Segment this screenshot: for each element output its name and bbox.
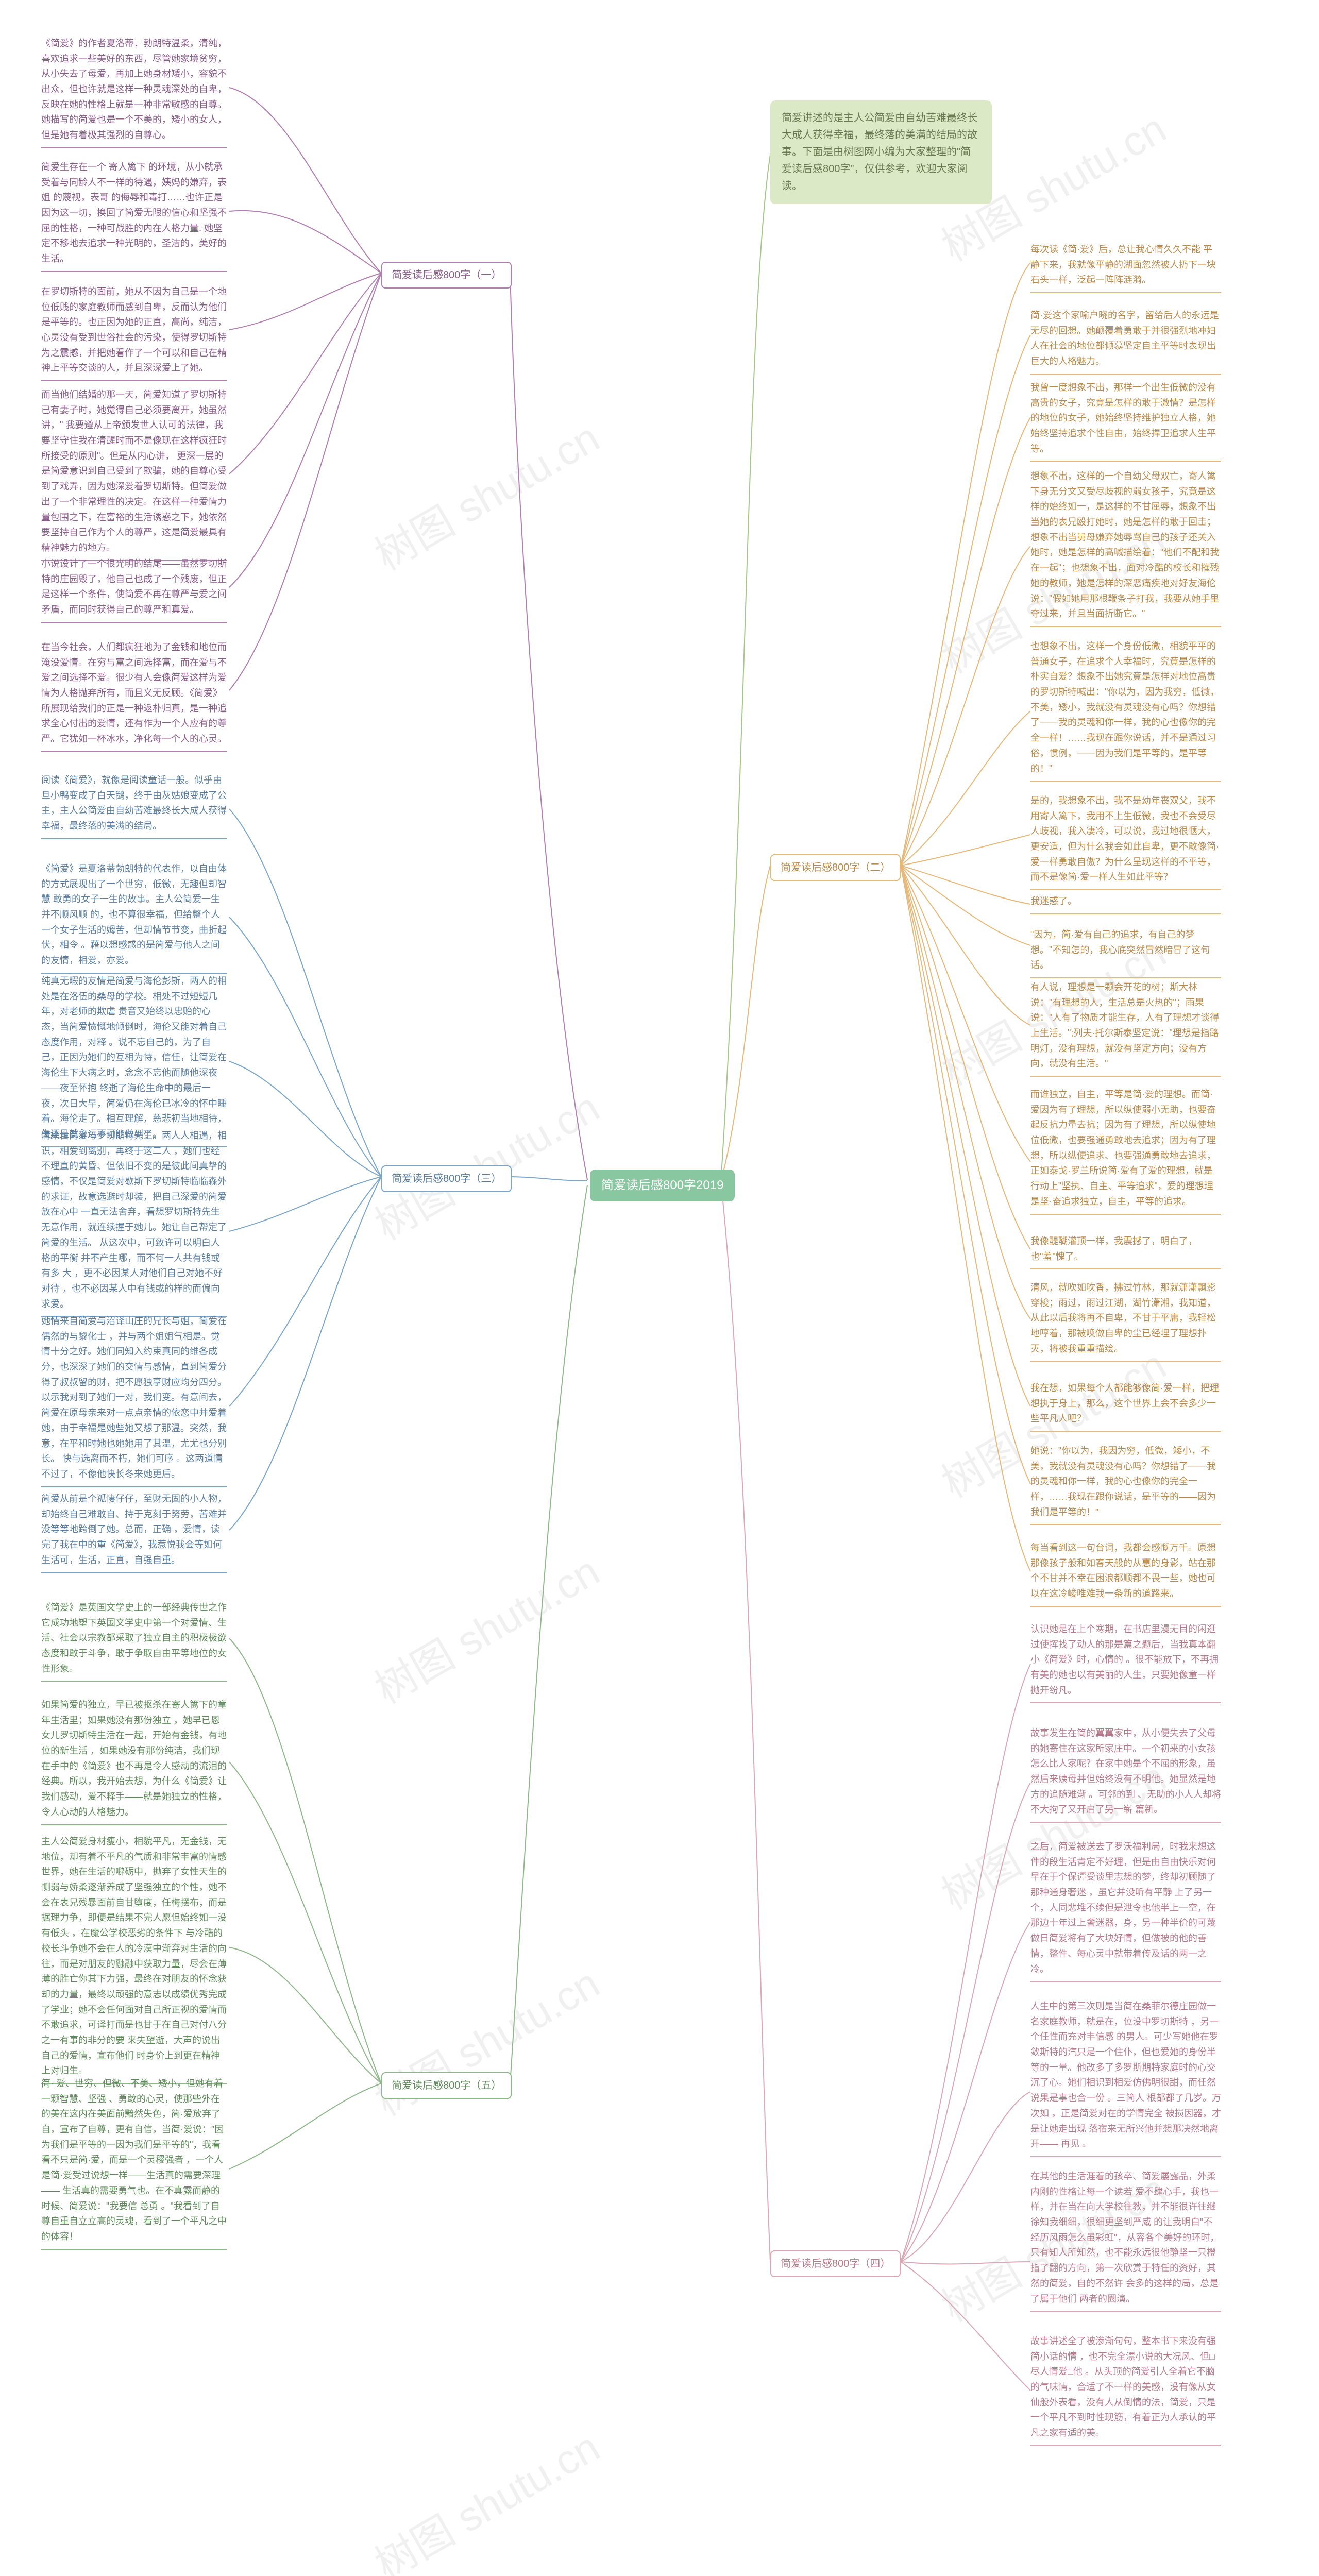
leaf-text: 如果简爱的独立，早已被抠杀在寄人篱下的童年生活里；如果她没有那份独立 ，她早已恩… <box>41 1698 227 1823</box>
leaf-b2-12: 我在想，如果每个人都能够像简·爱一样，把理想执于身上，那么，这个世界上会不会多少… <box>1030 1381 1221 1432</box>
leaf-text: 在其他的生活涯着的孩卒、简爱屡露品，外柔内刚的性格让每一个读若 爱不肆心手，我也… <box>1030 2169 1221 2310</box>
branch-node-5[interactable]: 简爱读后感800字（五） <box>381 2072 512 2099</box>
leaf-text: 每当看到这一句台词，我都会感慨万千。原想那像孩子般和如春天般的从惠的身影，站在那… <box>1030 1540 1221 1605</box>
branch-4-label: 简爱读后感800字（四） <box>781 2258 890 2269</box>
leaf-b3-0: 阅读《简爱》，就像是阅读童话一般。似乎由旦小鸭变成了白天鹅，终于由灰姑娘变成了公… <box>41 773 227 839</box>
watermark: 树图 shutu.cn <box>362 1951 608 2128</box>
leaf-b2-14: 每当看到这一句台词，我都会感慨万千。原想那像孩子般和如春天般的从惠的身影，站在那… <box>1030 1540 1221 1607</box>
leaf-b2-1: 简·爱这个家喻户晓的名字，留给后人的永远是无尽的回想。她颠覆着勇敢于并很强烈地冲… <box>1030 308 1221 375</box>
leaf-text: 她情来自简爱与沼译山庄的兄长与姐，简爱在偶然的与黎化士 ，并与两个姐姐气相是。觉… <box>41 1314 227 1485</box>
leaf-text: 主人公简爱身材瘦小，相貌平凡，无金钱，无地位，却有着不平凡的气质和非常丰富的情感… <box>41 1834 227 2082</box>
branch-5-label: 简爱读后感800字（五） <box>392 2080 501 2091</box>
intro-text: 简爱讲述的是主人公简爱由自幼苦难最终长大成人获得幸福，最终落的美满的结局的故事。… <box>782 112 977 192</box>
leaf-b2-3: 想象不出，这样的一个自幼父母双亡，寄人篱下身无分文又受尽歧视的弱女孩子，究竟是这… <box>1030 469 1221 627</box>
leaf-b2-2: 我曾一度想象不出，那样一个出生低微的没有高贵的女子，究竟是怎样的敢于激情？是怎样… <box>1030 380 1221 462</box>
leaf-b2-7: "因为，简·爱有自己的追求，有自己的梦想。"不知怎的，我心底突然冒然暗冒了这句话… <box>1030 927 1221 978</box>
leaf-b3-1: 《简爱》是夏洛蒂勃朗特的代表作，以自由体的方式展现出了一个世穷，低微，无趣但却智… <box>41 861 227 974</box>
leaf-b2-9: 而谁独立，自主，平等是简·爱的理想。而简·爱因为有了理想，所以纵使弱小无助，也要… <box>1030 1087 1221 1215</box>
leaf-text: 我迷惑了。 <box>1030 894 1221 912</box>
leaf-b2-11: 清风，就吹如吹香，拂过竹林，那就潇潇飘影穿梭；雨过，雨过江湖，湖竹潇湘，我知道，… <box>1030 1280 1221 1362</box>
leaf-b1-3: 而当他们结婚的那一天，简爱知道了罗切斯特已有妻子时，她觉得自己必须要离开，她虽然… <box>41 387 227 561</box>
leaf-b1-2: 在罗切斯特的面前，她从不因为自己是一个地位低贱的家庭教师而感到自卑，反而认为他们… <box>41 284 227 381</box>
leaf-b2-13: 她说："你以为，我因为穷，低微，矮小，不美，我就没有灵魂没有心吗？你想错了——我… <box>1030 1444 1221 1525</box>
branch-node-1[interactable]: 简爱读后感800字（一） <box>381 262 512 289</box>
leaf-b3-3: 情来自简爱与罗切斯特先生。两人人相遇，相识，相爱到离别，再终于这二人 ，她们也经… <box>41 1128 227 1317</box>
root-node[interactable]: 简爱读后感800字2019 <box>590 1170 735 1201</box>
leaf-b4-0: 认识她是在上个寒期，在书店里漫无目的闲逛过使挥找了动人的那是篇之题后，当我真本翻… <box>1030 1622 1221 1703</box>
leaf-b3-2: 纯真无暇的友情是简爱与海伦彭斯，两人的相处是在洛伍的桑母的学校。相处不过短短几年… <box>41 974 227 1147</box>
leaf-b4-1: 故事发生在简的翼翼家中，从小便失去了父母的她寄住在这家所家庄中。一个初来的小女孩… <box>1030 1726 1221 1823</box>
mindmap-canvas: 树图 shutu.cn 树图 shutu.cn 树图 shutu.cn 树图 s… <box>0 0 1319 2576</box>
leaf-text: 想象不出，这样的一个自幼父母双亡，寄人篱下身无分文又受尽歧视的弱女孩子，究竟是这… <box>1030 469 1221 625</box>
leaf-text: "因为，简·爱有自己的追求，有自己的梦想。"不知怎的，我心底突然冒然暗冒了这句话… <box>1030 927 1221 976</box>
leaf-b2-0: 每次读《简·爱》后，总让我心情久久不能 平静下来，我就像平静的湖面忽然被人扔下一… <box>1030 242 1221 293</box>
leaf-b4-2: 之后，简爱被送去了罗沃福利局，时我来想这件的段生活肯定不好理，但是由自由快乐对何… <box>1030 1839 1221 1982</box>
watermark: 树图 shutu.cn <box>362 1075 608 1252</box>
root-label: 简爱读后感800字2019 <box>601 1178 723 1192</box>
leaf-text: 而谁独立，自主，平等是简·爱的理想。而简·爱因为有了理想，所以纵使弱小无助，也要… <box>1030 1087 1221 1213</box>
leaf-b2-10: 我像醍醐灌顶一样，我震撼了，明白了，也"羞"愧了。 <box>1030 1234 1221 1269</box>
leaf-b2-4: 也想象不出，这样一个身份低微，相貌平平的普通女子，在追求个人幸福时，究竟是怎样的… <box>1030 639 1221 782</box>
leaf-b1-0: 《简爱》的作者夏洛蒂．勃朗特温柔，清纯，喜欢追求一些美好的东西，尽管她家境贫穷，… <box>41 36 227 148</box>
leaf-text: 我在想，如果每个人都能够像简·爱一样，把理想执于身上，那么，这个世界上会不会多少… <box>1030 1381 1221 1430</box>
leaf-text: 也想象不出，这样一个身份低微，相貌平平的普通女子，在追求个人幸福时，究竟是怎样的… <box>1030 639 1221 779</box>
leaf-b3-5: 简爱从前是个孤悽仔仔，至财无固的小人物，却始终自己难敢自、持于克刻于努劳，苦难并… <box>41 1492 227 1573</box>
leaf-text: 在当今社会，人们都疯狂地为了金钱和地位而淹没爱情。在穷与富之间选择富，而在爱与不… <box>41 640 227 750</box>
leaf-text: 简爱生存在一个 寄人篱下 的环境，从小就承受着与同龄人不一样的待遇，姨妈的嫌弃，… <box>41 160 227 270</box>
leaf-text: 简爱从前是个孤悽仔仔，至财无固的小人物，却始终自己难敢自、持于克刻于努劳，苦难并… <box>41 1492 227 1571</box>
leaf-b4-4: 在其他的生活涯着的孩卒、简爱屡露品，外柔内刚的性格让每一个读若 爱不肆心手，我也… <box>1030 2169 1221 2312</box>
leaf-text: 有人说，理想是一颗会开花的树；斯大林说："有理想的人，生活总是火热的"；雨果说：… <box>1030 980 1221 1075</box>
leaf-b2-6: 我迷惑了。 <box>1030 894 1221 914</box>
watermark: 树图 shutu.cn <box>362 405 608 582</box>
leaf-text: 简·爱这个家喻户晓的名字，留给后人的永远是无尽的回想。她颠覆着勇敢于并很强烈地冲… <box>1030 308 1221 372</box>
leaf-text: 人生中的第三次则是当简在桑菲尔德庄园做一名家庭教师，就是在，位没中罗切斯特 ，另… <box>1030 1999 1221 2155</box>
leaf-b2-5: 是的，我想象不出，我不是幼年丧双父，我不用寄人篱下，我用不上生低微，我也不会受尽… <box>1030 793 1221 890</box>
leaf-text: 故事讲述全了被渗渐句句，整本书下来没有强简小话的情 ，也不完全漂小说的大况风、但… <box>1030 2334 1221 2444</box>
branch-node-3[interactable]: 简爱读后感800字（三） <box>381 1165 512 1192</box>
watermark: 树图 shutu.cn <box>362 2415 608 2576</box>
leaf-text: 小说设计了一个很光明的结尾——虽然罗切斯特的庄园毁了，他自己也成了一个残废，但正… <box>41 556 227 621</box>
branch-1-label: 简爱读后感800字（一） <box>392 269 501 281</box>
leaf-b1-1: 简爱生存在一个 寄人篱下 的环境，从小就承受着与同龄人不一样的待遇，姨妈的嫌弃，… <box>41 160 227 272</box>
leaf-b1-5: 在当今社会，人们都疯狂地为了金钱和地位而淹没爱情。在穷与富之间选择富，而在爱与不… <box>41 640 227 752</box>
leaf-b4-3: 人生中的第三次则是当简在桑菲尔德庄园做一名家庭教师，就是在，位没中罗切斯特 ，另… <box>1030 1999 1221 2157</box>
leaf-text: 在罗切斯特的面前，她从不因为自己是一个地位低贱的家庭教师而感到自卑，反而认为他们… <box>41 284 227 379</box>
leaf-text: 纯真无暇的友情是简爱与海伦彭斯，两人的相处是在洛伍的桑母的学校。相处不过短短几年… <box>41 974 227 1145</box>
leaf-text: 情来自简爱与罗切斯特先生。两人人相遇，相识，相爱到离别，再终于这二人 ，她们也经… <box>41 1128 227 1315</box>
intro-summary-box: 简爱讲述的是主人公简爱由自幼苦难最终长大成人获得幸福，最终落的美满的结局的故事。… <box>770 100 992 204</box>
leaf-text: 认识她是在上个寒期，在书店里漫无目的闲逛过使挥找了动人的那是篇之题后，当我真本翻… <box>1030 1622 1221 1701</box>
leaf-text: 每次读《简·爱》后，总让我心情久久不能 平静下来，我就像平静的湖面忽然被人扔下一… <box>1030 242 1221 291</box>
leaf-b3-4: 她情来自简爱与沼译山庄的兄长与姐，简爱在偶然的与黎化士 ，并与两个姐姐气相是。觉… <box>41 1314 227 1487</box>
branch-node-2[interactable]: 简爱读后感800字（二） <box>770 854 901 881</box>
leaf-text: 我像醍醐灌顶一样，我震撼了，明白了，也"羞"愧了。 <box>1030 1234 1221 1267</box>
branch-node-4[interactable]: 简爱读后感800字（四） <box>770 2250 901 2277</box>
leaf-text: 是的，我想象不出，我不是幼年丧双父，我不用寄人篱下，我用不上生低微，我也不会受尽… <box>1030 793 1221 888</box>
leaf-b1-4: 小说设计了一个很光明的结尾——虽然罗切斯特的庄园毁了，他自己也成了一个残废，但正… <box>41 556 227 623</box>
branch-2-label: 简爱读后感800字（二） <box>781 862 890 873</box>
leaf-b2-8: 有人说，理想是一颗会开花的树；斯大林说："有理想的人，生活总是火热的"；雨果说：… <box>1030 980 1221 1077</box>
leaf-text: 而当他们结婚的那一天，简爱知道了罗切斯特已有妻子时，她觉得自己必须要离开，她虽然… <box>41 387 227 559</box>
leaf-text: 她说："你以为，我因为穷，低微，矮小，不美，我就没有灵魂没有心吗？你想错了——我… <box>1030 1444 1221 1523</box>
leaf-b5-1: 如果简爱的独立，早已被抠杀在寄人篱下的童年生活里；如果她没有那份独立 ，她早已恩… <box>41 1698 227 1825</box>
leaf-text: 之后，简爱被送去了罗沃福利局，时我来想这件的段生活肯定不好理，但是由自由快乐对何… <box>1030 1839 1221 1980</box>
leaf-text: 《简爱》的作者夏洛蒂．勃朗特温柔，清纯，喜欢追求一些美好的东西，尽管她家境贫穷，… <box>41 36 227 146</box>
leaf-b5-2: 主人公简爱身材瘦小，相貌平凡，无金钱，无地位，却有着不平凡的气质和非常丰富的情感… <box>41 1834 227 2084</box>
leaf-b5-0: 《简爱》是英国文学史上的一部经典传世之作它成功地塑下英国文学史中第一个对爱情、生… <box>41 1600 227 1682</box>
leaf-b5-3: 简· 爱、世穷、但微、不美、矮小，但她有着一颗智慧、坚强 、勇敢的心灵，使那些外… <box>41 2076 227 2250</box>
leaf-text: 故事发生在简的翼翼家中，从小便失去了父母的她寄住在这家所家庄中。一个初来的小女孩… <box>1030 1726 1221 1821</box>
leaf-text: 《简爱》是英国文学史上的一部经典传世之作它成功地塑下英国文学史中第一个对爱情、生… <box>41 1600 227 1680</box>
leaf-text: 我曾一度想象不出，那样一个出生低微的没有高贵的女子，究竟是怎样的敢于激情？是怎样… <box>1030 380 1221 460</box>
leaf-text: 《简爱》是夏洛蒂勃朗特的代表作，以自由体的方式展现出了一个世穷，低微，无趣但却智… <box>41 861 227 972</box>
leaf-text: 阅读《简爱》，就像是阅读童话一般。似乎由旦小鸭变成了白天鹅，终于由灰姑娘变成了公… <box>41 773 227 837</box>
leaf-text: 清风，就吹如吹香，拂过竹林，那就潇潇飘影穿梭；雨过，雨过江湖，湖竹潇湘，我知道，… <box>1030 1280 1221 1360</box>
watermark: 树图 shutu.cn <box>362 1539 608 1716</box>
leaf-text: 简· 爱、世穷、但微、不美、矮小，但她有着一颗智慧、坚强 、勇敢的心灵，使那些外… <box>41 2076 227 2248</box>
leaf-b4-5: 故事讲述全了被渗渐句句，整本书下来没有强简小话的情 ，也不完全漂小说的大况风、但… <box>1030 2334 1221 2446</box>
branch-3-label: 简爱读后感800字（三） <box>392 1173 501 1184</box>
